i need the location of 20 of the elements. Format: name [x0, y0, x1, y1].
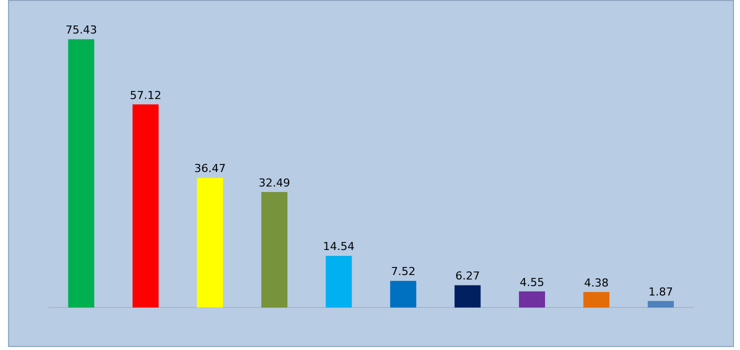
bar: [454, 285, 481, 308]
bar: [518, 291, 546, 308]
bar: [583, 292, 610, 308]
data-label: 75.43: [65, 24, 97, 37]
bar: [261, 192, 288, 308]
data-label: 57.12: [130, 88, 162, 102]
data-label: 4.38: [584, 276, 609, 290]
data-label: 6.27: [455, 270, 480, 283]
bar: [196, 178, 224, 308]
data-label: 32.49: [258, 176, 290, 190]
bar: [390, 280, 416, 308]
bar: [648, 300, 674, 308]
data-label: 4.55: [520, 276, 544, 289]
data-label: 1.87: [648, 285, 674, 298]
bar: [326, 256, 352, 308]
data-label: 36.47: [194, 162, 226, 176]
data-label: 14.54: [323, 240, 355, 254]
bar: [68, 39, 94, 308]
data-label: 7.52: [390, 265, 416, 278]
bar: [132, 104, 159, 308]
